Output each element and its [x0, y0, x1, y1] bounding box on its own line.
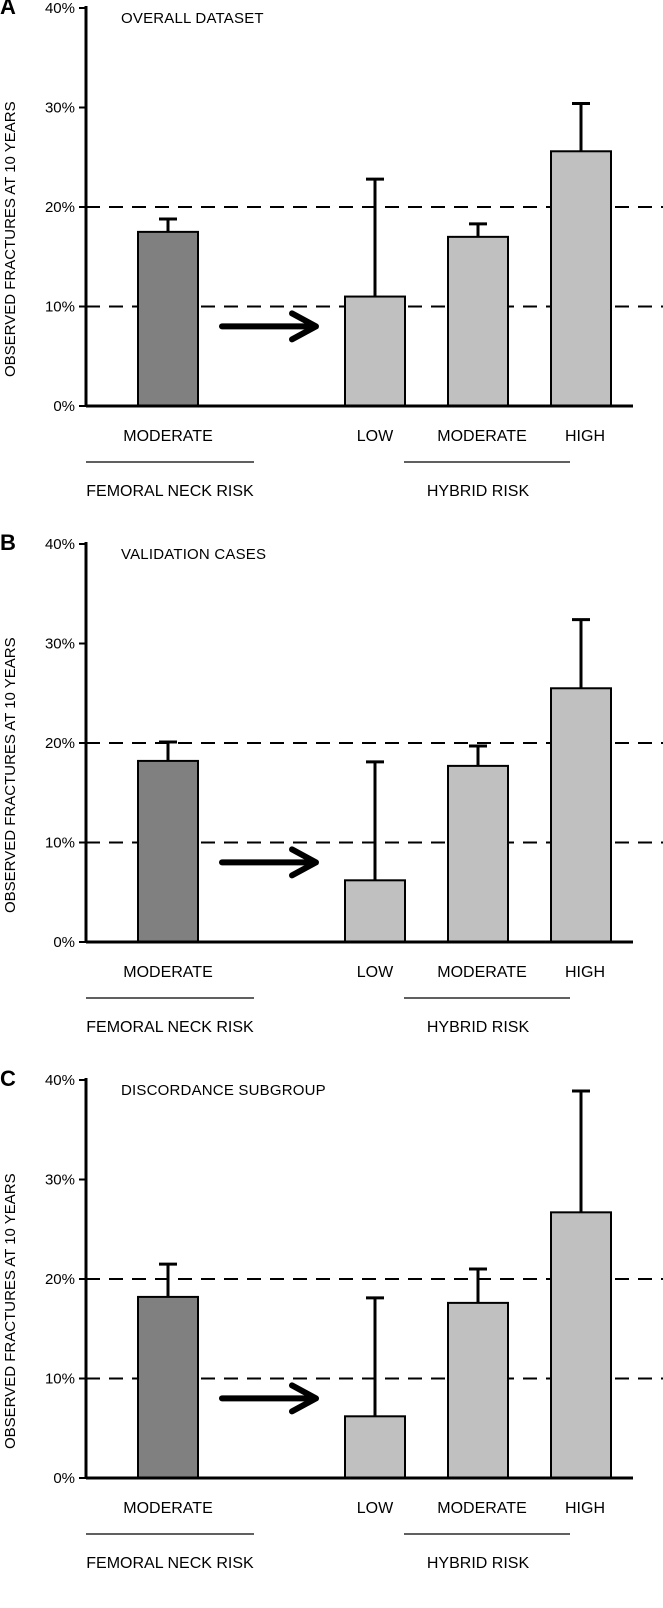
x-tick-label: LOW — [356, 428, 394, 445]
y-tick-label: 10% — [45, 835, 75, 852]
x-tick-label: MODERATE — [123, 428, 213, 445]
arrow-icon — [289, 310, 319, 343]
chart-title: DISCORDANCE SUBGROUP — [121, 1082, 326, 1099]
y-axis-label: OBSERVED FRACTURES AT 10 YEARS — [2, 1173, 19, 1449]
bar — [550, 150, 612, 407]
y-tick-label: 20% — [45, 735, 75, 752]
arrow-icon — [289, 1382, 319, 1415]
group-label: FEMORAL NECK RISK — [86, 483, 254, 500]
x-tick-label: MODERATE — [123, 964, 213, 981]
y-tick-label: 40% — [45, 536, 75, 553]
x-tick-label: MODERATE — [437, 428, 527, 445]
y-tick-label: 30% — [45, 100, 75, 117]
x-tick-label: LOW — [356, 1500, 394, 1517]
chart-panel-a: 0% 10% 20% 30% 40% A OVERALL DATASET OBSERVED F… — [0, 0, 663, 536]
panel-letter: C — [0, 1066, 16, 1091]
y-axis-label: OBSERVED FRACTURES AT 10 YEARS — [2, 101, 19, 377]
chart-svg: 0% 10% 20% 30% 40% — [45, 1072, 663, 1535]
chart-svg: 0% 10% 20% 30% 40% — [45, 536, 663, 999]
bar — [137, 759, 199, 943]
y-tick-label: 20% — [45, 1271, 75, 1288]
y-tick-label: 20% — [45, 199, 75, 216]
y-tick-label: 30% — [45, 1172, 75, 1189]
chart-panel-c: 0% 10% 20% 30% 40% C DISCORDANCE SUBGROUP OBSER… — [0, 1066, 663, 1608]
bar — [447, 235, 509, 407]
panel-letter: A — [0, 0, 16, 19]
chart-svg: 0% 10% 20% 30% 40% — [45, 0, 663, 463]
x-tick-label: MODERATE — [437, 964, 527, 981]
x-tick-label: MODERATE — [123, 1500, 213, 1517]
group-label: FEMORAL NECK RISK — [86, 1019, 254, 1036]
x-tick-label: LOW — [356, 964, 394, 981]
x-tick-label: HIGH — [565, 428, 605, 445]
y-axis-label: OBSERVED FRACTURES AT 10 YEARS — [2, 637, 19, 913]
arrow-icon — [289, 846, 319, 879]
panel-letter: B — [0, 530, 16, 555]
y-tick-label: 0% — [53, 398, 75, 415]
bar — [447, 1301, 509, 1479]
bar — [550, 1211, 612, 1480]
y-tick-label: 10% — [45, 1371, 75, 1388]
x-tick-label: MODERATE — [437, 1500, 527, 1517]
bar — [344, 879, 406, 943]
bar — [344, 1415, 406, 1479]
group-label: HYBRID RISK — [426, 1019, 530, 1036]
y-tick-label: 10% — [45, 299, 75, 316]
chart-panel-b: 0% 10% 20% 30% 40% B VALIDATION CASES OBSERVED … — [0, 530, 663, 1072]
y-tick-label: 0% — [53, 1470, 75, 1487]
group-label: HYBRID RISK — [426, 1555, 530, 1572]
x-tick-label: HIGH — [565, 964, 605, 981]
group-label: FEMORAL NECK RISK — [86, 1555, 254, 1572]
bar — [137, 1295, 199, 1479]
y-tick-label: 40% — [45, 1072, 75, 1089]
y-tick-label: 0% — [53, 934, 75, 951]
bar — [550, 687, 612, 943]
y-tick-label: 30% — [45, 636, 75, 653]
bar — [447, 764, 509, 943]
y-tick-label: 40% — [45, 0, 75, 17]
chart-title: OVERALL DATASET — [121, 10, 264, 27]
bar — [344, 295, 406, 407]
group-label: HYBRID RISK — [426, 483, 530, 500]
x-tick-label: HIGH — [565, 1500, 605, 1517]
bar — [137, 230, 199, 407]
chart-title: VALIDATION CASES — [121, 546, 267, 563]
